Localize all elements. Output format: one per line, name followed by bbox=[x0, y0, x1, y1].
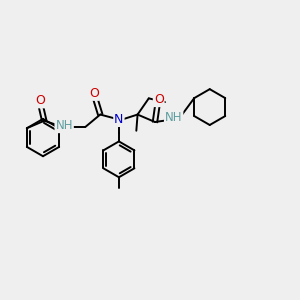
Text: O: O bbox=[36, 94, 46, 107]
Text: NH: NH bbox=[165, 110, 182, 124]
Text: N: N bbox=[114, 113, 124, 126]
Text: O: O bbox=[89, 87, 99, 100]
Text: NH: NH bbox=[56, 119, 73, 132]
Text: O: O bbox=[154, 93, 164, 106]
